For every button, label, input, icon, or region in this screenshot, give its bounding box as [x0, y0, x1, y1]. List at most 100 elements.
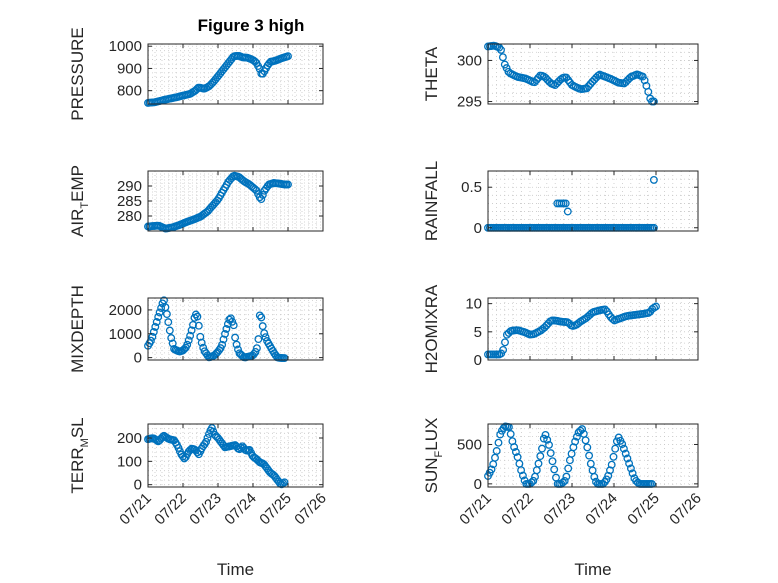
data-point [284, 180, 292, 189]
axes-box [487, 43, 699, 105]
data-point [187, 326, 196, 335]
data-point [178, 452, 187, 461]
y-tick-label: 295 [457, 94, 482, 111]
y-tick-label: 500 [457, 436, 482, 453]
data-point [257, 313, 266, 322]
data-point [601, 305, 609, 314]
data-point [538, 444, 546, 453]
data-point [221, 329, 229, 338]
data-point [609, 452, 618, 461]
x-tick-label: 07/24 [221, 490, 260, 529]
data-point [494, 438, 503, 447]
y-tick-label: 285 [117, 193, 142, 210]
data-point [167, 334, 176, 342]
x-tick-label: 07/26 [291, 490, 330, 529]
data-point [619, 444, 628, 453]
data-point [623, 454, 632, 463]
y-axis-label: SUNFLUX [422, 418, 445, 494]
data-point [255, 311, 264, 320]
panel-mixdepth: 0 1000 2000 MIXDEPTH [68, 285, 324, 373]
data-point [229, 321, 238, 330]
y-tick-label: 2000 [109, 302, 142, 319]
figure-title: Figure 3 high [198, 16, 305, 35]
data-point [501, 338, 509, 347]
data-point [194, 321, 203, 330]
axes-box [487, 170, 699, 232]
plot-area [148, 424, 323, 487]
data-point [258, 190, 267, 199]
data-point [497, 45, 505, 54]
data-point [226, 314, 235, 323]
axes-box [487, 297, 699, 361]
x-tick-label: 07/23 [540, 490, 579, 529]
data-series [144, 296, 289, 363]
data-point [186, 331, 195, 340]
axes-box [147, 297, 324, 361]
data-point [548, 457, 557, 466]
data-point [618, 440, 627, 449]
x-tick-label: 07/22 [498, 490, 537, 529]
y-tick-label: 0 [474, 352, 482, 369]
y-axis-label: PRESSURE [68, 27, 87, 121]
data-point [539, 434, 548, 443]
y-tick-label: 1000 [109, 326, 142, 343]
x-tick-label: 07/26 [666, 490, 705, 529]
data-point [183, 340, 192, 349]
data-point [506, 430, 515, 438]
data-point [260, 329, 269, 338]
y-axis-label: THETA [422, 46, 441, 101]
x-tick-label: 07/25 [256, 490, 295, 529]
data-point [152, 318, 161, 326]
y-tick-label: 800 [117, 83, 142, 100]
data-point [581, 436, 590, 445]
y-axis-label: RAINFALL [422, 161, 441, 241]
data-point [203, 433, 212, 442]
y-tick-label: 200 [117, 430, 142, 447]
data-point [562, 472, 571, 481]
data-point [649, 175, 658, 184]
y-axis-label: MIXDEPTH [68, 285, 87, 373]
data-point [492, 446, 501, 455]
data-point [649, 97, 658, 106]
data-point [527, 478, 536, 487]
data-series [484, 41, 658, 106]
panel-h2omixra: 0 5 10 H2OMIXRA [422, 284, 699, 373]
panel-sun_flux: 0 500 07/21 07/22 07/23 07/24 07/25 07/26 Time SU… [422, 418, 705, 579]
data-point [284, 52, 292, 61]
data-point [571, 437, 580, 446]
data-point [219, 335, 228, 344]
data-point [148, 332, 157, 341]
plot-area [488, 171, 698, 231]
data-point [257, 195, 266, 204]
axes-box [487, 423, 699, 488]
data-point [191, 310, 200, 319]
y-tick-label: 0.5 [461, 179, 482, 196]
y-axis-label: H2OMIXRA [422, 284, 441, 373]
y-tick-label: 0 [134, 350, 142, 367]
data-point [165, 326, 174, 335]
x-tick-label: 07/21 [116, 490, 155, 529]
y-axis-label: AIRTEMP [68, 165, 91, 237]
data-point [149, 327, 158, 336]
x-tick-label: 07/21 [456, 490, 495, 529]
y-tick-label: 5 [474, 324, 482, 341]
data-point [197, 338, 206, 347]
data-point [564, 464, 573, 473]
data-point [151, 322, 160, 331]
data-point [152, 436, 161, 445]
x-tick-label: 07/24 [582, 490, 621, 529]
data-point [546, 449, 555, 458]
data-point [563, 207, 572, 216]
x-axis-label: Time [217, 560, 254, 579]
y-tick-label: 0 [134, 477, 142, 494]
data-point [261, 333, 270, 342]
data-point [499, 424, 508, 432]
data-point [550, 465, 559, 474]
data-series [144, 424, 289, 489]
axes-box [147, 423, 324, 488]
data-point [280, 478, 289, 487]
data-point [560, 476, 569, 485]
data-point [168, 339, 177, 348]
